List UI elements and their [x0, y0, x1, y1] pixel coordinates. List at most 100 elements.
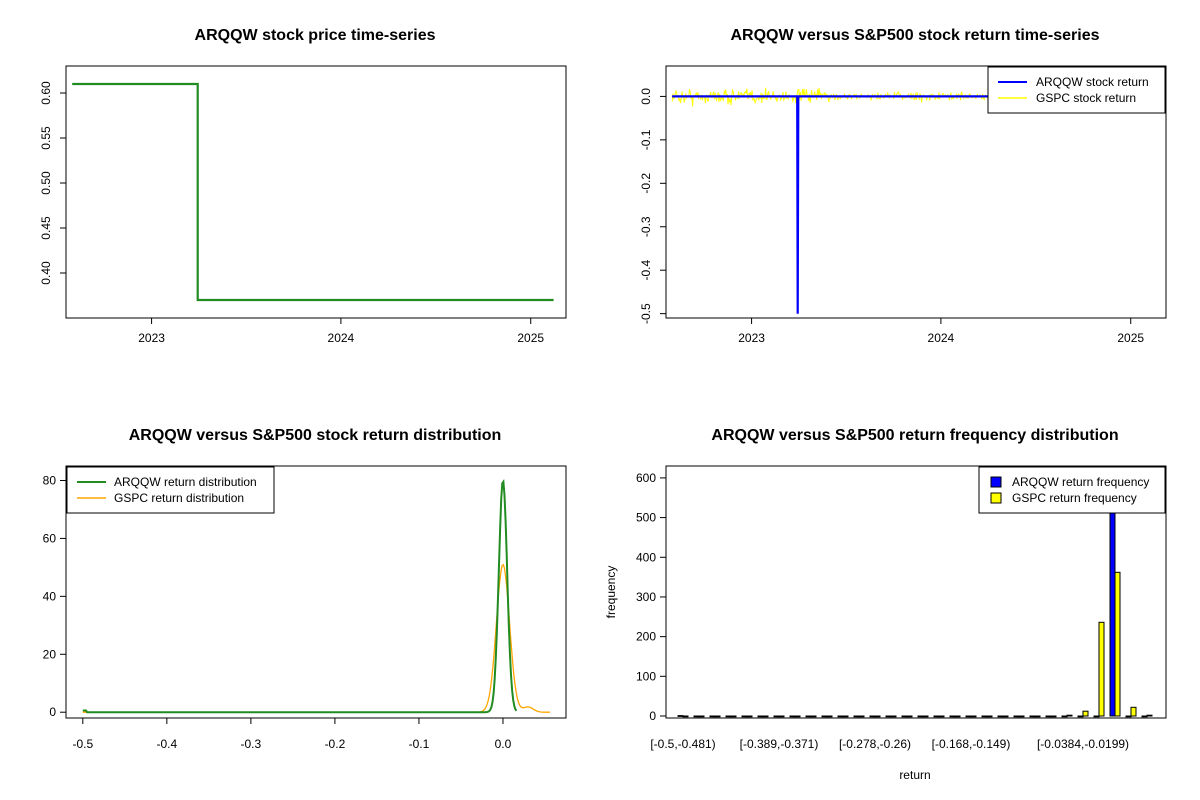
gspc-bar: [986, 715, 993, 718]
gspc-bar: [698, 715, 705, 718]
legend-box: [978, 466, 1166, 514]
arqqw-bar: [885, 715, 892, 718]
arqqw-bar: [901, 715, 908, 718]
arqqw-bar: [933, 715, 940, 718]
y-tick-label: -0.1: [639, 129, 653, 150]
chart-return-distribution: ARQQW versus S&P500 stock return distrib…: [43, 427, 567, 751]
legend-box: [66, 466, 275, 514]
arqqw-bar: [1013, 715, 1020, 718]
arqqw-bar: [1125, 715, 1132, 718]
gspc-bar: [842, 715, 849, 718]
arqqw-bar: [1061, 715, 1068, 718]
gspc-bar: [794, 715, 801, 718]
y-tick-label: 40: [43, 589, 57, 603]
y-tick-label: 0.40: [39, 261, 53, 285]
chart-title: ARQQW stock price time-series: [195, 27, 436, 44]
gspc-bar: [1034, 715, 1041, 718]
legend-label: ARQQW return distribution: [114, 475, 257, 489]
y-tick-label: 0.50: [39, 171, 53, 195]
gspc-bar: [1130, 706, 1137, 717]
arqqw-bar: [869, 715, 876, 718]
x-tick-label: 2023: [138, 331, 165, 345]
arqqw-return-line: [672, 95, 1154, 314]
legend-label: GSPC stock return: [1036, 91, 1136, 105]
gspc-bar: [858, 715, 865, 718]
gspc-bar: [714, 715, 721, 718]
gspc-bar: [826, 715, 833, 718]
arqqw-bar: [997, 715, 1004, 718]
y-tick-label: 0.55: [39, 126, 53, 150]
y-tick-label: 500: [636, 511, 656, 525]
y-tick-label: 0: [49, 705, 56, 719]
chart-return-frequency: ARQQW versus S&P500 return frequency dis…: [604, 427, 1167, 782]
gspc-bar: [1146, 714, 1153, 717]
arqqw-bar: [805, 715, 812, 718]
gspc-bar: [970, 715, 977, 718]
x-axis-label: return: [899, 768, 930, 782]
arqqw-bar: [1141, 715, 1148, 718]
legend: ARQQW return frequency GSPC return frequ…: [978, 466, 1166, 514]
x-tick-label: -0.1: [409, 737, 430, 751]
x-tick-label: 2024: [928, 331, 955, 345]
chart-return-timeseries: ARQQW versus S&P500 stock return time-se…: [639, 27, 1167, 345]
gspc-bar: [938, 715, 945, 718]
y-tick-label: 300: [636, 590, 656, 604]
arqqw-bar: [709, 715, 716, 718]
x-tick-label: 0.0: [495, 737, 512, 751]
gspc-bar: [1066, 714, 1073, 717]
x-tick-label: 2025: [1117, 331, 1144, 345]
chart-title: ARQQW versus S&P500 stock return distrib…: [129, 427, 502, 444]
x-tick-label: [-0.0384,-0.0199): [1037, 737, 1129, 751]
arqqw-bar: [853, 715, 860, 718]
arqqw-bar: [821, 715, 828, 718]
legend-swatch-gspc: [990, 492, 1002, 504]
gspc-bar: [746, 715, 753, 718]
arqqw-bar: [693, 715, 700, 718]
gspc-bar: [874, 715, 881, 718]
price-line: [72, 82, 554, 302]
arqqw-bar: [1077, 715, 1084, 718]
gspc-bar: [1082, 710, 1089, 717]
legend: ARQQW return distribution GSPC return di…: [66, 466, 275, 514]
x-tick-label: [-0.168,-0.149): [932, 737, 1011, 751]
arqqw-bar: [1093, 715, 1100, 718]
y-tick-label: 600: [636, 471, 656, 485]
x-tick-label: -0.2: [325, 737, 346, 751]
arqqw-bar: [981, 715, 988, 718]
chart-price-timeseries: ARQQW stock price time-series 2023 2024 20…: [39, 27, 567, 345]
y-axis-label: frequency: [604, 566, 618, 619]
y-tick-label: 80: [43, 473, 57, 487]
arqqw-bar: [1029, 715, 1036, 718]
gspc-bar: [906, 715, 913, 718]
y-tick-label: -0.4: [639, 260, 653, 281]
legend-label: ARQQW return frequency: [1012, 475, 1149, 489]
gspc-bar: [890, 715, 897, 718]
arqqw-density-line: [82, 478, 518, 714]
arqqw-bar: [725, 715, 732, 718]
gspc-bar: [682, 715, 689, 718]
arqqw-bar: [789, 715, 796, 718]
arqqw-bar: [741, 715, 748, 718]
chart-title: ARQQW versus S&P500 stock return time-se…: [730, 27, 1099, 44]
y-tick-label: 0.45: [39, 216, 53, 240]
chart-title: ARQQW versus S&P500 return frequency dis…: [711, 427, 1118, 444]
arqqw-bar: [917, 715, 924, 718]
y-tick-label: 200: [636, 630, 656, 644]
arqqw-bar: [773, 715, 780, 718]
gspc-bar: [1114, 571, 1121, 717]
x-tick-label: -0.5: [72, 737, 93, 751]
legend-label: GSPC return frequency: [1012, 491, 1137, 505]
gspc-bar: [922, 715, 929, 718]
y-tick-label: 20: [43, 647, 57, 661]
arqqw-bar: [757, 715, 764, 718]
legend-label: ARQQW stock return: [1036, 75, 1149, 89]
x-tick-label: [-0.389,-0.371): [740, 737, 819, 751]
y-tick-label: 100: [636, 669, 656, 683]
legend: ARQQW stock return GSPC stock return: [987, 66, 1166, 114]
y-tick-label: 0: [649, 709, 656, 723]
x-tick-label: 2024: [328, 331, 355, 345]
arqqw-bar: [965, 715, 972, 718]
x-tick-label: [-0.5,-0.481): [650, 737, 715, 751]
